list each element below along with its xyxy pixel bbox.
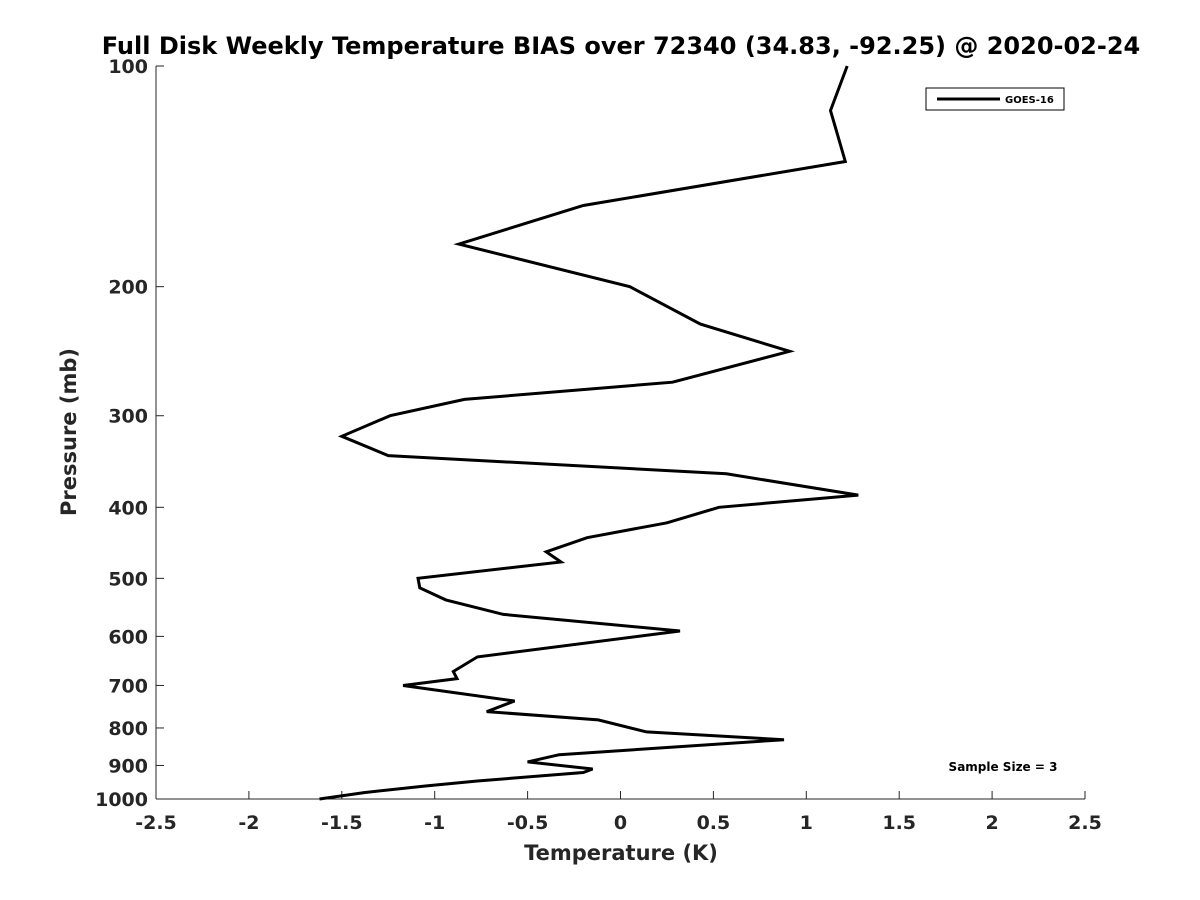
y-tick-label: 500 xyxy=(108,568,148,590)
y-tick-label: 700 xyxy=(108,675,148,697)
legend: GOES-16 xyxy=(925,87,1065,111)
y-tick-label: 600 xyxy=(108,626,148,648)
y-tick-label: 200 xyxy=(108,277,148,299)
x-tick-label: 2.5 xyxy=(1068,812,1102,834)
y-axis-ticks: 100 200 300 400 500 600 700 800 900 1000 xyxy=(95,56,164,811)
x-tick-label: 1.5 xyxy=(882,812,916,834)
series-layer xyxy=(319,65,859,801)
x-tick-label: -0.5 xyxy=(507,812,549,834)
y-tick-label: 300 xyxy=(108,406,148,428)
sample-size-note: Sample Size = 3 xyxy=(949,760,1058,774)
x-tick-label: -2 xyxy=(238,812,259,834)
x-tick-label: -1 xyxy=(424,812,445,834)
y-tick-label: 100 xyxy=(108,56,148,78)
y-tick-label: 400 xyxy=(108,497,148,519)
x-axis-ticks: -2.5 -2 -1.5 -1 -0.5 0 0.5 1 1.5 2 2.5 xyxy=(135,791,1102,834)
x-tick-label: 2 xyxy=(985,812,998,834)
y-tick-label: 800 xyxy=(108,718,148,740)
x-axis-label: Temperature (K) xyxy=(524,841,718,865)
x-tick-label: 0.5 xyxy=(697,812,731,834)
y-axis-label: Pressure (mb) xyxy=(57,348,81,516)
x-tick-label: 0 xyxy=(614,812,627,834)
plot-frame xyxy=(155,66,1085,800)
x-tick-label: 1 xyxy=(800,812,813,834)
legend-entry-goes16: GOES-16 xyxy=(1005,95,1054,106)
x-tick-label: -1.5 xyxy=(321,812,363,834)
series-line-goes16 xyxy=(319,65,859,801)
y-tick-label: 900 xyxy=(108,755,148,777)
y-tick-label: 1000 xyxy=(95,789,148,811)
x-tick-label: -2.5 xyxy=(135,812,177,834)
chart-title: Full Disk Weekly Temperature BIAS over 7… xyxy=(102,32,1141,60)
